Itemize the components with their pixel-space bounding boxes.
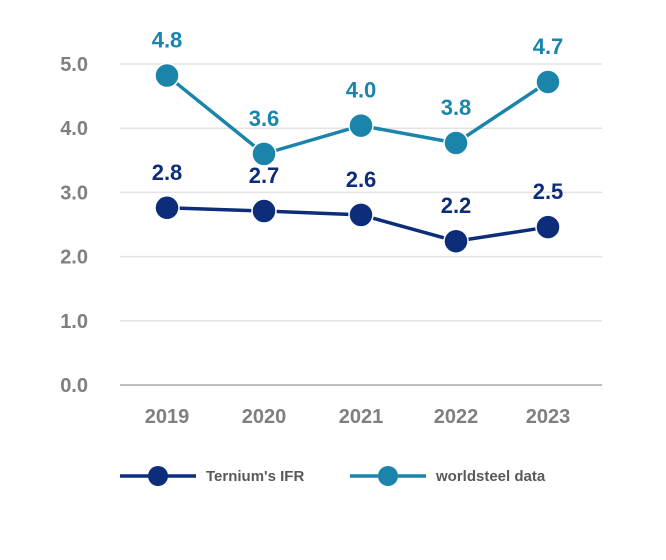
data-point xyxy=(348,202,374,228)
data-label: 2.5 xyxy=(533,179,564,204)
legend-label: Ternium's IFR xyxy=(206,468,304,485)
series xyxy=(154,62,561,254)
y-tick-label: 3.0 xyxy=(60,182,88,204)
legend: Ternium's IFR worldsteel data xyxy=(120,466,546,486)
data-point xyxy=(251,141,277,167)
x-tick-label: 2020 xyxy=(242,406,287,428)
data-point xyxy=(443,228,469,254)
x-tick-label: 2021 xyxy=(339,406,384,428)
data-point xyxy=(154,62,180,89)
data-label: 2.7 xyxy=(249,163,280,188)
data-label: 4.8 xyxy=(152,28,183,53)
data-label: 3.8 xyxy=(441,95,472,120)
data-label: 4.0 xyxy=(346,78,377,103)
data-point xyxy=(251,198,277,224)
data-point xyxy=(535,69,561,95)
data-label: 2.8 xyxy=(152,160,183,185)
legend-marker xyxy=(378,466,398,486)
data-label: 2.6 xyxy=(346,167,377,192)
data-point xyxy=(348,112,374,139)
y-tick-label: 5.0 xyxy=(60,54,88,76)
x-tick-label: 2023 xyxy=(526,406,571,428)
x-tick-label: 2022 xyxy=(434,406,479,428)
y-tick-label: 4.0 xyxy=(60,118,88,140)
x-tick-label: 2019 xyxy=(145,406,190,428)
data-labels: 2.8 2.7 2.6 2.2 2.5 4.8 3.6 4.0 3.8 4.7 xyxy=(152,28,564,219)
y-tick-label: 2.0 xyxy=(60,247,88,269)
axes: 0.0 1.0 2.0 3.0 4.0 5.0 2019 2020 2021 2022 2023 xyxy=(60,54,602,428)
y-tick-label: 0.0 xyxy=(60,375,88,397)
data-label: 4.7 xyxy=(533,34,564,59)
data-label: 3.6 xyxy=(249,106,280,131)
legend-label: worldsteel data xyxy=(435,468,546,485)
y-tick-label: 1.0 xyxy=(60,311,88,333)
gridlines xyxy=(120,63,602,322)
legend-marker xyxy=(148,466,168,486)
data-label: 2.2 xyxy=(441,193,472,218)
data-point xyxy=(154,195,180,221)
data-point xyxy=(535,214,561,240)
data-point xyxy=(443,130,469,156)
